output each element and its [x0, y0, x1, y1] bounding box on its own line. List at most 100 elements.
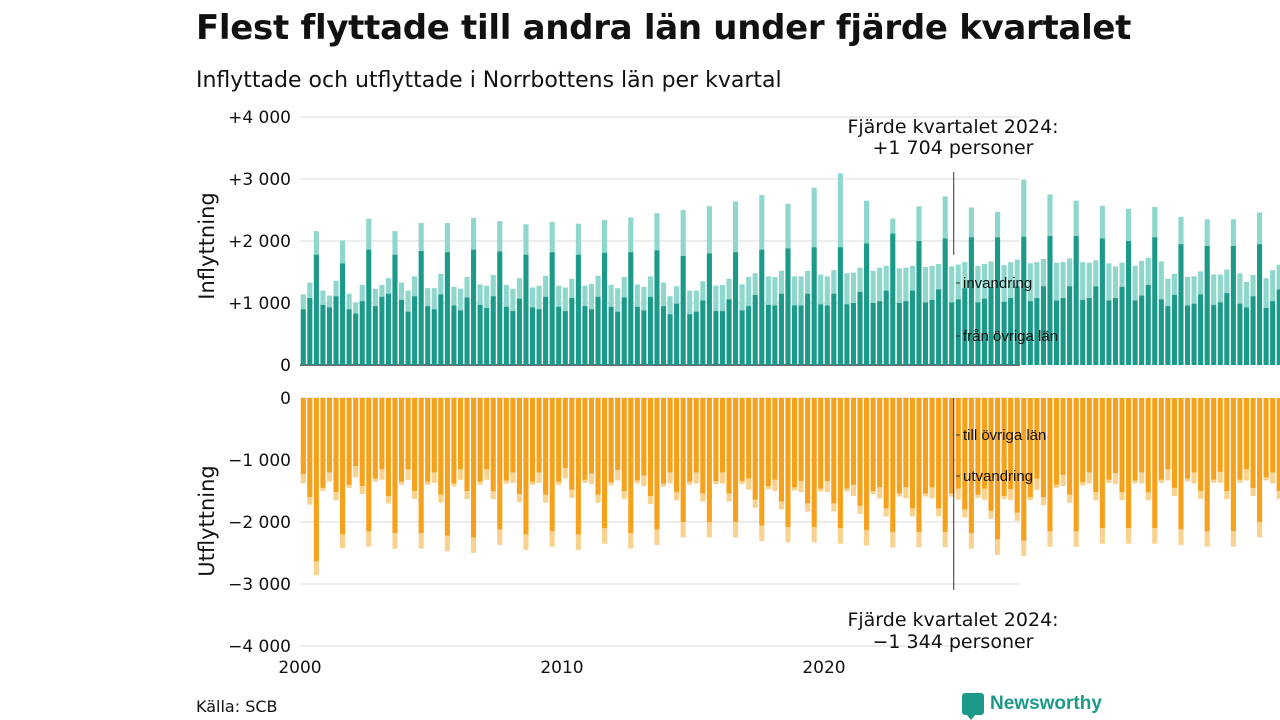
- outflow-bar-light: [844, 488, 850, 492]
- source-note: Källa: SCB: [196, 697, 278, 716]
- inflow-bar-light: [680, 210, 686, 256]
- bottom-ytick-label: −1 000: [228, 451, 291, 471]
- outflow-bar-light: [752, 499, 758, 508]
- inflow-bar-dark: [602, 252, 608, 365]
- inflow-bar-dark: [641, 310, 647, 365]
- outflow-bar-dark: [1243, 398, 1250, 470]
- outflow-bar-dark: [366, 398, 372, 532]
- inflow-bar-dark: [896, 303, 902, 365]
- inflow-bar-dark: [412, 296, 418, 365]
- inflow-bar-light: [1040, 258, 1046, 287]
- inflow-bar-light: [1152, 206, 1158, 238]
- outflow-bar-light: [988, 510, 994, 519]
- outflow-bar-light: [392, 533, 398, 549]
- inflow-bar-dark: [464, 297, 470, 365]
- inflow-bar-dark: [903, 301, 909, 365]
- outflow-bar-dark: [379, 398, 385, 470]
- outflow-bar-dark: [733, 398, 739, 522]
- inflow-bar-light: [1067, 258, 1073, 287]
- inflow-bar-light: [1171, 273, 1177, 295]
- outflow-bar-light: [1047, 531, 1053, 547]
- outflow-bar-dark: [844, 398, 850, 489]
- inflow-bar-dark: [752, 294, 758, 365]
- outflow-bar-light: [523, 534, 529, 550]
- inflow-bar-dark: [326, 307, 333, 365]
- inflow-bar-dark: [1198, 294, 1204, 365]
- outflow-bar-dark: [968, 398, 974, 534]
- outflow-bar-dark: [713, 398, 719, 482]
- outflow-bar-dark: [700, 398, 706, 494]
- outflow-bar-light: [949, 493, 955, 497]
- inflow-bar-dark: [1119, 286, 1125, 365]
- inflow-bar-dark: [1008, 298, 1014, 365]
- outflow-bar-light: [464, 491, 470, 500]
- outflow-bar-light: [1060, 474, 1066, 487]
- outflow-bar-dark: [444, 398, 450, 536]
- outflow-bar-light: [962, 509, 968, 518]
- outflow-bar-dark: [346, 398, 352, 485]
- inflow-bar-dark: [1237, 303, 1243, 365]
- outflow-bar-light: [726, 493, 732, 502]
- inflow-bar-dark: [890, 233, 896, 365]
- inflow-bar-dark: [818, 304, 824, 365]
- outflow-bar-dark: [1230, 398, 1236, 532]
- outflow-bar-dark: [307, 398, 313, 498]
- newsworthy-logo: Newsworthy: [962, 693, 1102, 720]
- inflow-bar-dark: [320, 304, 326, 365]
- inflow-bar-light: [1001, 265, 1007, 302]
- outflow-bar-light: [543, 494, 549, 503]
- outflow-bar-light: [739, 481, 745, 485]
- outflow-bar-dark: [975, 398, 981, 495]
- outflow-bar-dark: [896, 398, 902, 494]
- inflow-bar-dark: [909, 290, 915, 365]
- outflow-bar-light: [615, 469, 621, 481]
- inflow-bar-light: [392, 231, 398, 255]
- outflow-bar-dark: [412, 398, 418, 491]
- outflow-bar-light: [942, 531, 948, 548]
- inflow-bar-light: [588, 283, 595, 310]
- inflow-bar-dark: [864, 243, 870, 365]
- outflow-bar-dark: [870, 398, 876, 491]
- outflow-bar-dark: [942, 398, 948, 532]
- outflow-bar-dark: [1211, 398, 1217, 480]
- inflow-bar-dark: [595, 296, 601, 365]
- outflow-bar-dark: [1263, 398, 1269, 478]
- inflow-bar-light: [883, 265, 889, 291]
- inflow-bar-light: [700, 281, 706, 301]
- outflow-bar-dark: [1008, 398, 1014, 490]
- inflow-bar-dark: [346, 309, 352, 365]
- inflow-bar-dark: [588, 309, 595, 365]
- outflow-bar-light: [903, 487, 909, 499]
- outflow-bar-light: [326, 472, 333, 482]
- outflow-bar-light: [936, 508, 942, 517]
- outflow-bar-dark: [300, 398, 306, 475]
- outflow-bar-dark: [759, 398, 765, 526]
- inflow-bar-light: [1243, 281, 1250, 308]
- inflow-bar-light: [929, 265, 935, 300]
- outflow-bar-dark: [864, 398, 870, 531]
- outflow-bar-dark: [529, 398, 536, 482]
- outflow-bar-dark: [890, 398, 896, 532]
- inflow-bar-light: [746, 276, 752, 307]
- inflow-bar-dark: [1257, 244, 1263, 365]
- outflow-bar-light: [981, 488, 988, 500]
- outflow-bar-light: [366, 531, 372, 547]
- outflow-bar-light: [1224, 491, 1230, 500]
- outflow-bar-light: [1276, 491, 1280, 500]
- outflow-bar-light: [575, 534, 581, 550]
- logo-text: Newsworthy: [990, 693, 1102, 714]
- outflow-bar-dark: [588, 398, 595, 474]
- outflow-bar-dark: [1067, 398, 1073, 495]
- outflow-bar-light: [791, 487, 798, 491]
- inflow-bar-light: [660, 282, 667, 307]
- inflow-bar-dark: [516, 298, 522, 365]
- inflow-bar-dark: [1027, 301, 1033, 365]
- inflow-bar-dark: [300, 309, 306, 365]
- top-ytick-label: 0: [280, 356, 291, 376]
- inflow-bar-light: [1034, 262, 1040, 299]
- inflow-bar-dark: [1099, 238, 1105, 365]
- outflow-bar-dark: [706, 398, 712, 522]
- outflow-bar-light: [890, 531, 896, 548]
- inflow-bar-light: [909, 265, 915, 291]
- inflow-bar-light: [628, 217, 634, 253]
